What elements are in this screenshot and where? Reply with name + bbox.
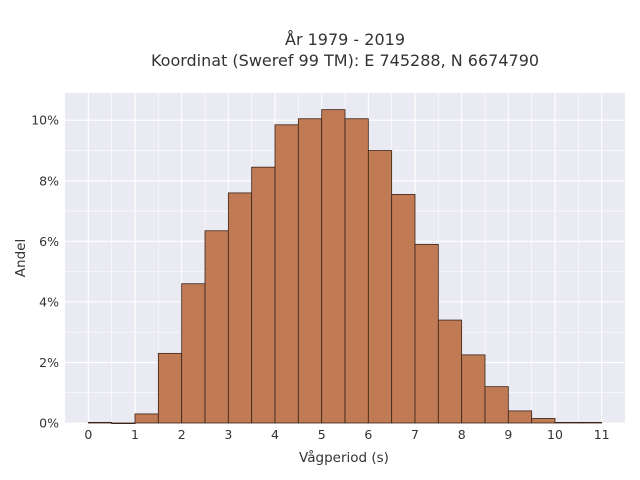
x-tick-label: 6 (364, 427, 372, 442)
x-tick-label: 8 (458, 427, 466, 442)
y-tick-label: 8% (39, 173, 59, 188)
chart-title-line1: År 1979 - 2019 (285, 30, 405, 49)
histogram-bar (577, 421, 603, 424)
x-tick-label: 4 (271, 427, 279, 442)
histogram-bar (227, 192, 253, 424)
y-tick-labels: 0% 2% 4% 6% 8% 10% (31, 113, 59, 431)
x-tick-label: 3 (224, 427, 232, 442)
x-tick-label: 2 (178, 427, 186, 442)
x-axis-label: Vågperiod (s) (299, 449, 389, 466)
histogram-bar (437, 319, 463, 424)
histogram-bar (204, 230, 229, 424)
histogram-bar (274, 124, 299, 424)
y-tick-label: 10% (31, 113, 59, 128)
x-tick-label: 1 (131, 427, 139, 442)
histogram-bar (297, 118, 323, 424)
x-tick-label: 0 (84, 427, 92, 442)
histogram-bar (181, 283, 206, 424)
y-tick-label: 4% (39, 294, 59, 309)
bars (87, 109, 603, 425)
chart-title-line2: Koordinat (Sweref 99 TM): E 745288, N 66… (151, 51, 539, 70)
y-tick-label: 6% (39, 234, 59, 249)
y-axis-label: Andel (13, 239, 29, 277)
histogram-bar (484, 386, 509, 424)
histogram-bar (321, 109, 346, 424)
histogram-bar (87, 421, 113, 424)
histogram-bar (554, 421, 579, 424)
histogram-bar (507, 410, 533, 424)
y-tick-label: 0% (39, 416, 59, 431)
histogram-bar (134, 413, 159, 424)
x-tick-label: 7 (411, 427, 419, 442)
histogram-bar (251, 166, 276, 424)
histogram-bar (111, 422, 136, 425)
histogram-bar (157, 352, 183, 424)
histogram-bar (531, 418, 556, 424)
histogram-bar (367, 150, 393, 424)
x-tick-label: 9 (504, 427, 512, 442)
x-tick-labels: 0 1 2 3 4 5 6 7 8 9 10 11 (84, 427, 609, 442)
x-tick-label: 11 (594, 427, 610, 442)
x-tick-label: 10 (547, 427, 563, 442)
y-tick-label: 2% (39, 355, 59, 370)
histogram-bar (414, 243, 439, 424)
histogram-bar (461, 354, 486, 424)
histogram-bar (391, 194, 416, 424)
histogram-bar (344, 118, 369, 424)
x-tick-label: 5 (318, 427, 326, 442)
